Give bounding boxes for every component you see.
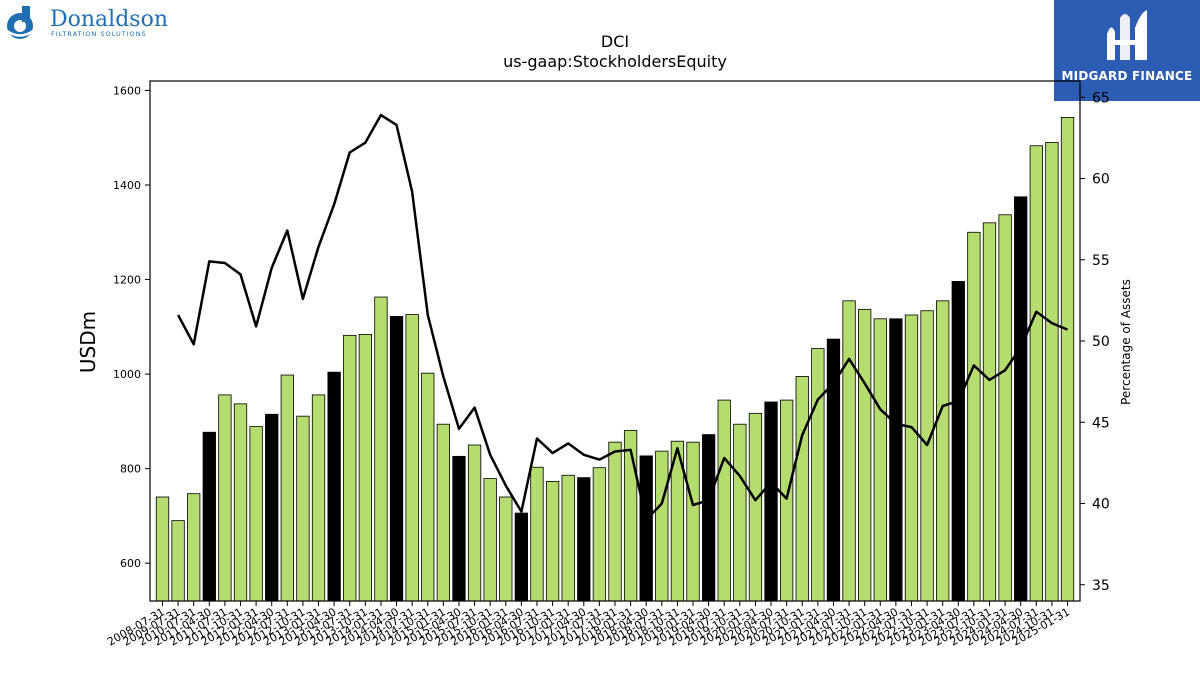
bar-2011-07-31 xyxy=(218,394,232,602)
bar-2009-07-31 xyxy=(171,520,185,602)
y2-tick-label: 35 xyxy=(1092,578,1110,594)
bar-2017-01-31 xyxy=(561,474,575,602)
y2-axis-label: Percentage of Assets xyxy=(1119,279,1133,405)
bar-2012-01-31 xyxy=(249,426,263,602)
bar-2019-04-30 xyxy=(701,434,716,602)
bar-2015-04-30 xyxy=(452,455,466,602)
chart-subtitle: us-gaap:StockholdersEquity xyxy=(503,52,727,71)
x-axis: 2008-07-312009-07-312010-07-312011-04-30… xyxy=(105,601,1072,649)
bar-2014-04-30 xyxy=(389,316,404,602)
bar-2024-07-31 xyxy=(1029,145,1043,602)
donaldson-logo: Donaldson FILTRATION SOLUTIONS xyxy=(4,4,194,46)
bar-2021-01-31 xyxy=(811,348,825,602)
bar-2017-10-31 xyxy=(608,441,622,602)
y-tick-label: 1000 xyxy=(113,368,141,381)
bar-2023-10-31 xyxy=(982,222,997,602)
donaldson-logo-name: Donaldson xyxy=(50,7,168,32)
y2-tick-label: 55 xyxy=(1092,253,1110,269)
right-axis: 35 40 45 50 55 60 65 xyxy=(1080,90,1110,594)
bar-2015-01-31 xyxy=(436,423,450,602)
bar-2016-01-31 xyxy=(499,496,513,602)
y-tick-label: 600 xyxy=(120,557,141,570)
bar-2010-07-31 xyxy=(187,493,201,602)
bar-2012-10-31 xyxy=(296,415,310,602)
bar-2013-10-31 xyxy=(358,333,372,602)
bar-2024-04-30 xyxy=(1014,196,1028,602)
midgard-emblem-icon xyxy=(1107,10,1147,60)
bar-2018-07-31 xyxy=(655,450,669,602)
y-tick-label: 1400 xyxy=(113,179,141,192)
bar-2023-07-31 xyxy=(967,231,981,602)
y2-tick-label: 45 xyxy=(1092,415,1110,431)
donaldson-emblem-icon xyxy=(6,6,34,39)
bar-2024-10-31 xyxy=(1045,142,1059,602)
bar-2019-07-31 xyxy=(717,399,731,602)
midgard-finance-logo: MIDGARD FINANCE xyxy=(1054,0,1200,101)
bar-2012-04-30 xyxy=(265,413,279,602)
bar-2024-01-31 xyxy=(998,214,1012,602)
bar-2022-07-31 xyxy=(904,314,919,602)
bar-2008-07-31 xyxy=(155,496,170,602)
bar-2018-01-31 xyxy=(623,429,638,602)
bar-2016-10-31 xyxy=(545,480,560,602)
bar-2011-04-30 xyxy=(202,431,216,602)
bar-2020-04-30 xyxy=(764,401,778,602)
bar-2017-04-30 xyxy=(577,477,591,602)
chart-title: DCI xyxy=(601,32,629,51)
bar-2014-01-31 xyxy=(374,296,388,602)
bar-2012-07-31 xyxy=(280,374,294,602)
bar-2022-10-31 xyxy=(920,310,934,602)
bar-2020-10-31 xyxy=(795,376,809,602)
bar-2017-07-31 xyxy=(592,467,607,602)
bar-2015-07-31 xyxy=(467,444,482,602)
y2-tick-label: 40 xyxy=(1092,497,1110,513)
bar-2019-10-31 xyxy=(733,423,747,602)
bar-2016-04-30 xyxy=(514,512,529,602)
left-axis: 600 800 1000 1200 1400 1600 xyxy=(113,84,150,570)
bar-2013-07-31 xyxy=(343,334,357,602)
bar-2021-07-31 xyxy=(842,300,856,602)
bar-2013-04-30 xyxy=(327,371,341,602)
bar-2022-01-31 xyxy=(873,318,887,602)
y-tick-label: 1600 xyxy=(113,84,141,97)
bar-series xyxy=(155,117,1075,602)
bar-2023-01-31 xyxy=(936,300,950,602)
bar-2014-07-31 xyxy=(405,314,419,602)
y2-tick-label: 60 xyxy=(1092,172,1110,188)
bar-2015-10-31 xyxy=(483,478,497,602)
bar-2025-01-31 xyxy=(1060,117,1075,602)
percentage-of-assets-line xyxy=(176,113,1068,522)
y2-tick-label: 50 xyxy=(1092,334,1110,350)
bar-2016-07-31 xyxy=(530,466,544,602)
bar-2022-04-30 xyxy=(889,318,903,602)
y-tick-label: 800 xyxy=(120,463,141,476)
donaldson-logo-tagline: FILTRATION SOLUTIONS xyxy=(51,30,147,38)
y2-tick-label: 65 xyxy=(1092,90,1110,106)
bar-2013-01-31 xyxy=(311,394,326,602)
bar-2018-04-30 xyxy=(639,455,653,602)
midgard-logo-name: MIDGARD FINANCE xyxy=(1061,69,1193,83)
bar-2023-04-30 xyxy=(951,281,965,602)
bar-2011-10-31 xyxy=(233,403,248,602)
bar-2019-01-31 xyxy=(686,441,700,602)
bar-2014-10-31 xyxy=(421,372,435,602)
y-axis-label: USDm xyxy=(76,311,100,373)
bar-2020-01-31 xyxy=(748,412,763,602)
bar-2020-07-31 xyxy=(780,399,794,602)
bar-2021-10-31 xyxy=(858,308,872,602)
y-tick-label: 1200 xyxy=(113,274,141,287)
